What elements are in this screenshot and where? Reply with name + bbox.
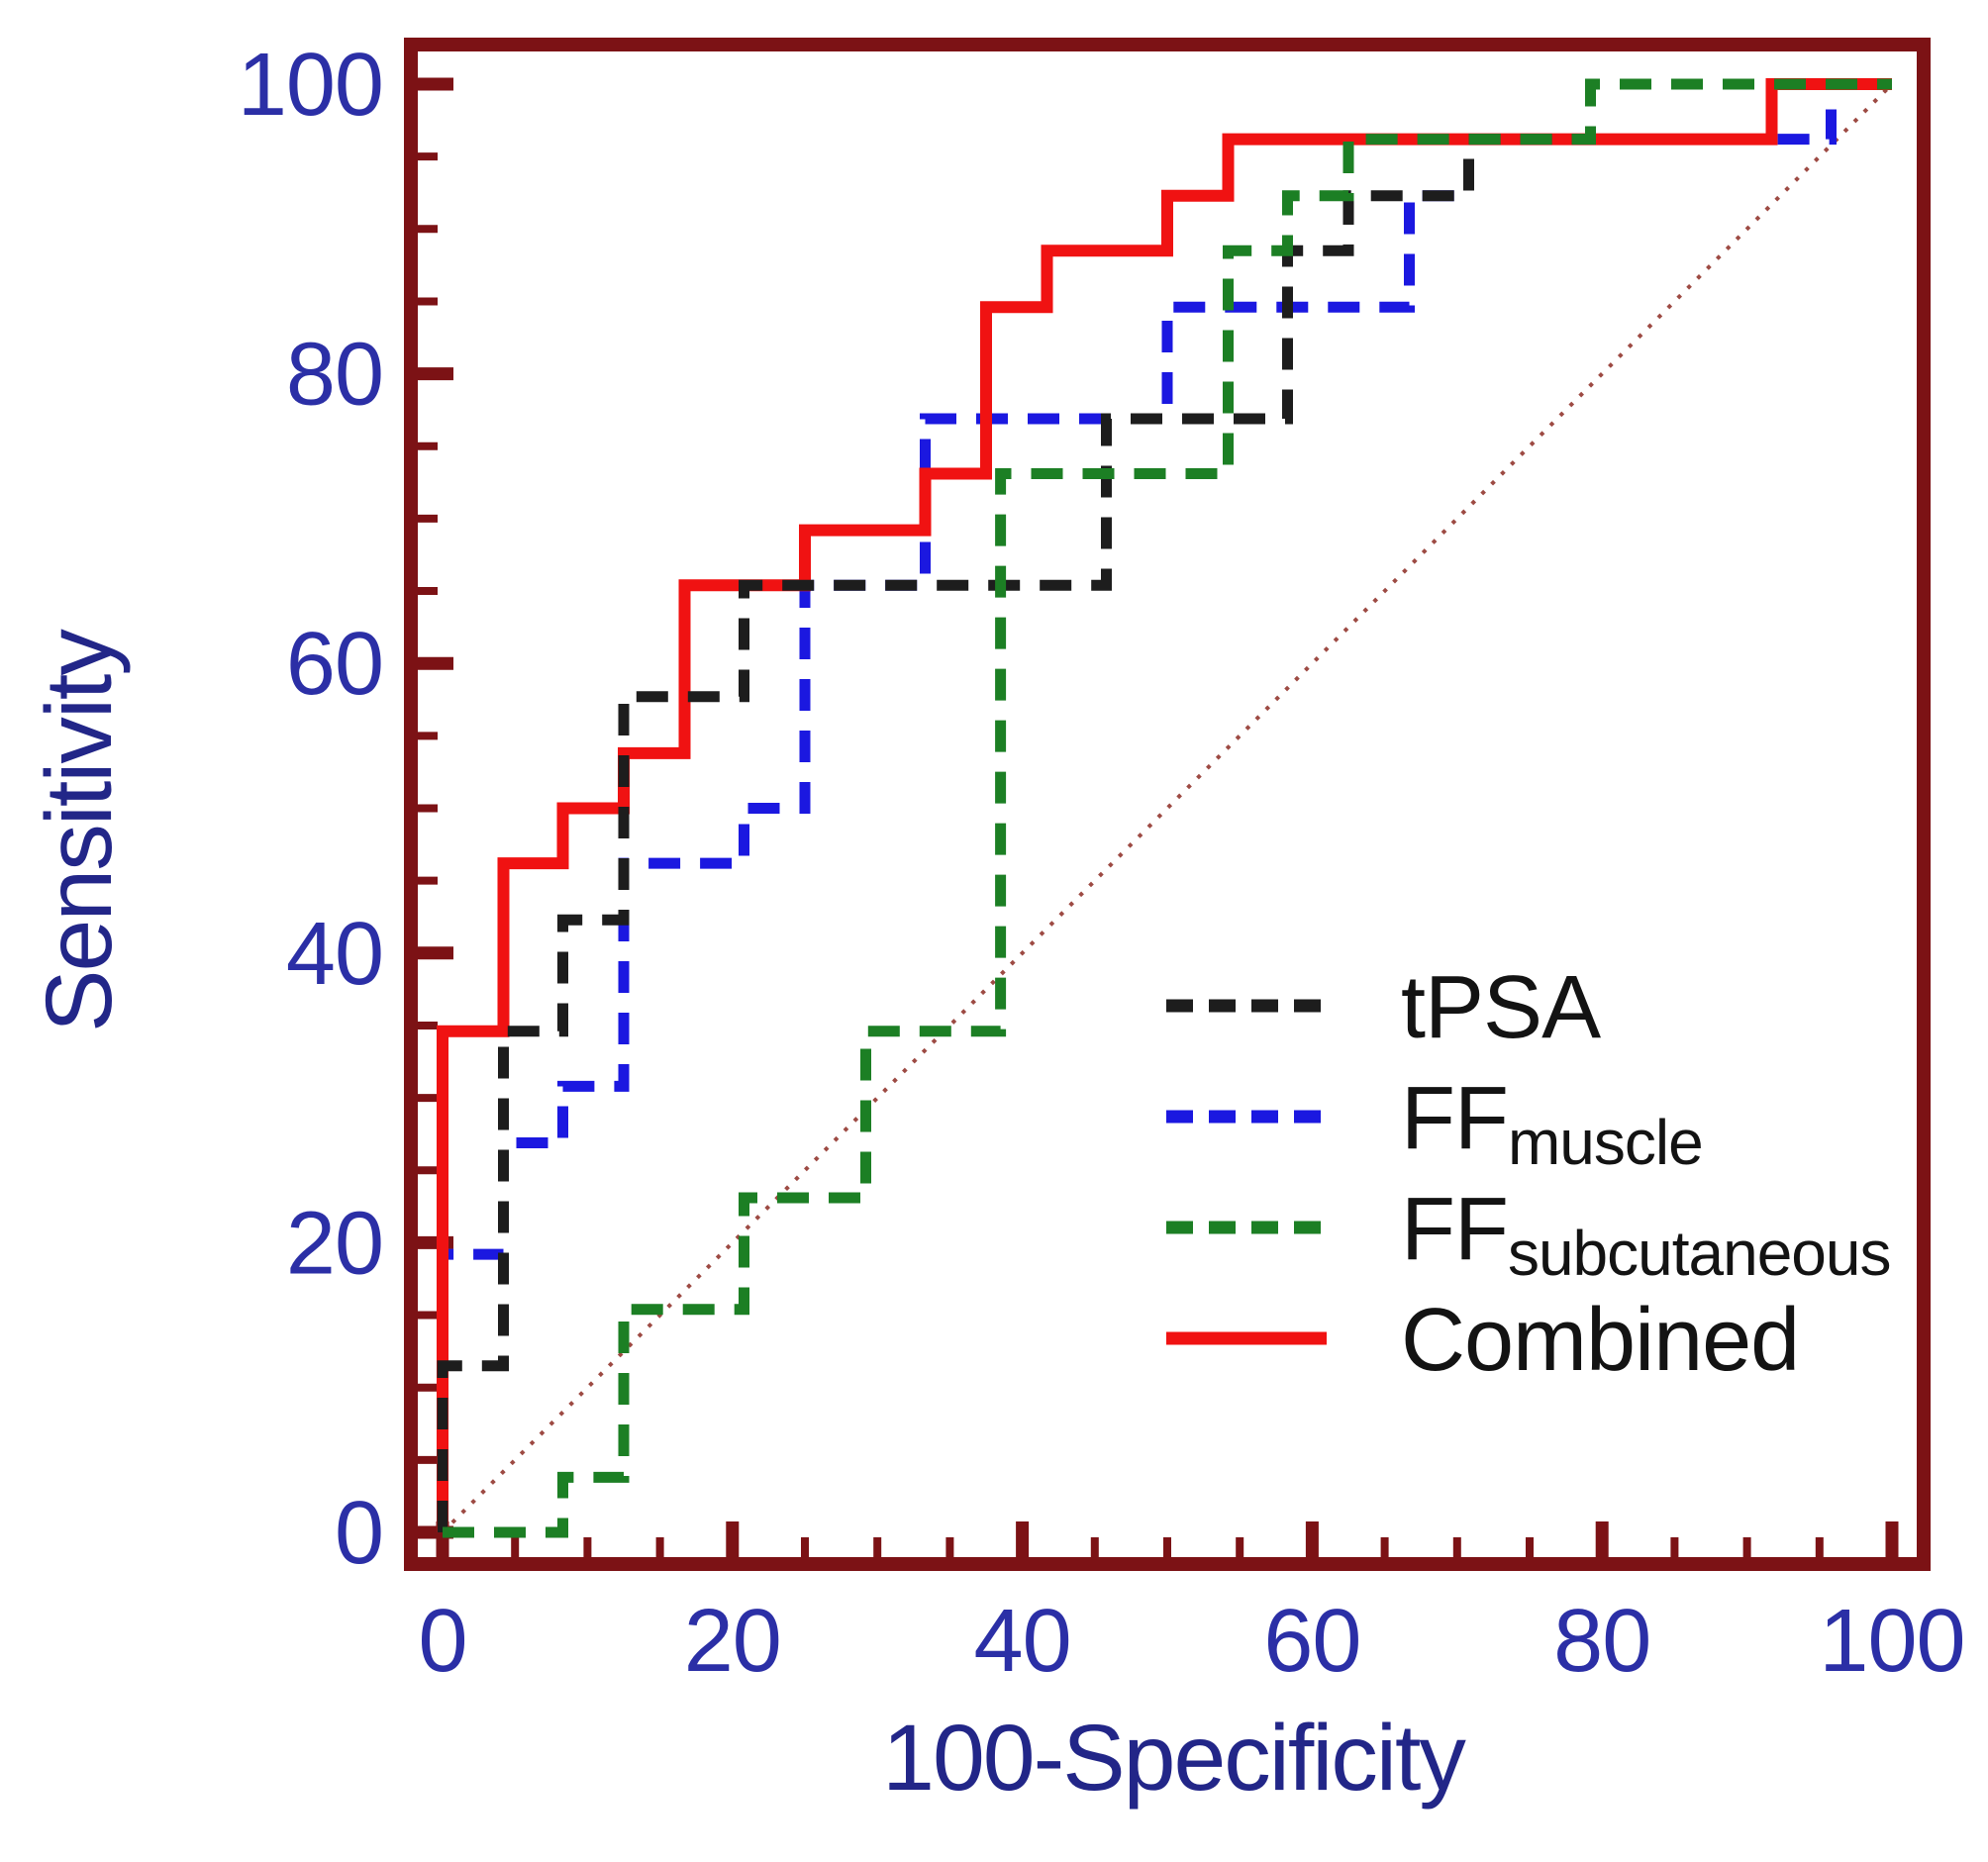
plot-frame <box>404 38 1931 1571</box>
y-tick-label-20: 20 <box>286 1194 383 1293</box>
x-tick-label-100: 100 <box>1819 1592 1964 1691</box>
reference-chance-diagonal <box>441 82 1894 1534</box>
x-tick-label-80: 80 <box>1553 1592 1650 1691</box>
y-tick-label-100: 100 <box>238 36 383 135</box>
series-path-tpsa <box>437 78 1892 1532</box>
legend-label-ffsubcutaneous: FFsubcutaneous <box>1401 1180 1890 1289</box>
legend-item-ffsubcutaneous: FFsubcutaneous <box>1166 1180 1891 1289</box>
legend-label-main: Combined <box>1401 1291 1799 1390</box>
series-layer <box>437 78 1892 1538</box>
y-tick-label-60: 60 <box>286 615 383 714</box>
y-tick-label-0: 0 <box>335 1484 383 1583</box>
legend-item-ffmuscle: FFmuscle <box>1166 1069 1704 1178</box>
y-tick-label-80: 80 <box>286 326 383 425</box>
legend-label-main: FF <box>1401 1069 1508 1168</box>
x-tick-label-40: 40 <box>974 1592 1071 1691</box>
y-tick-label-40: 40 <box>286 905 383 1004</box>
legend-item-combined: Combined <box>1166 1291 1800 1390</box>
legend-label-subscript: subcutaneous <box>1508 1218 1891 1289</box>
legend-label-ffmuscle: FFmuscle <box>1401 1069 1703 1178</box>
legend-label-main: tPSA <box>1401 958 1601 1057</box>
axes-layer: 0 20 40 60 80 100 0 20 40 60 80 100 <box>238 36 1966 1691</box>
legend-label-subscript: muscle <box>1508 1107 1703 1178</box>
x-tick-label-60: 60 <box>1263 1592 1360 1691</box>
x-tick-label-0: 0 <box>418 1592 466 1691</box>
reference-line-layer <box>441 82 1894 1534</box>
x-tick-label-20: 20 <box>684 1592 781 1691</box>
x-axis-title: 100-Specificity <box>882 1706 1466 1811</box>
series-path-combined <box>437 78 1892 1532</box>
series-path-ffsubcutaneous <box>443 78 1892 1538</box>
legend-item-tpsa: tPSA <box>1166 958 1602 1057</box>
legend-label-main: FF <box>1401 1180 1508 1279</box>
y-axis-title: Sensitivity <box>27 629 132 1032</box>
legend-label-combined: Combined <box>1401 1291 1799 1390</box>
legend-label-tpsa: tPSA <box>1401 958 1601 1057</box>
